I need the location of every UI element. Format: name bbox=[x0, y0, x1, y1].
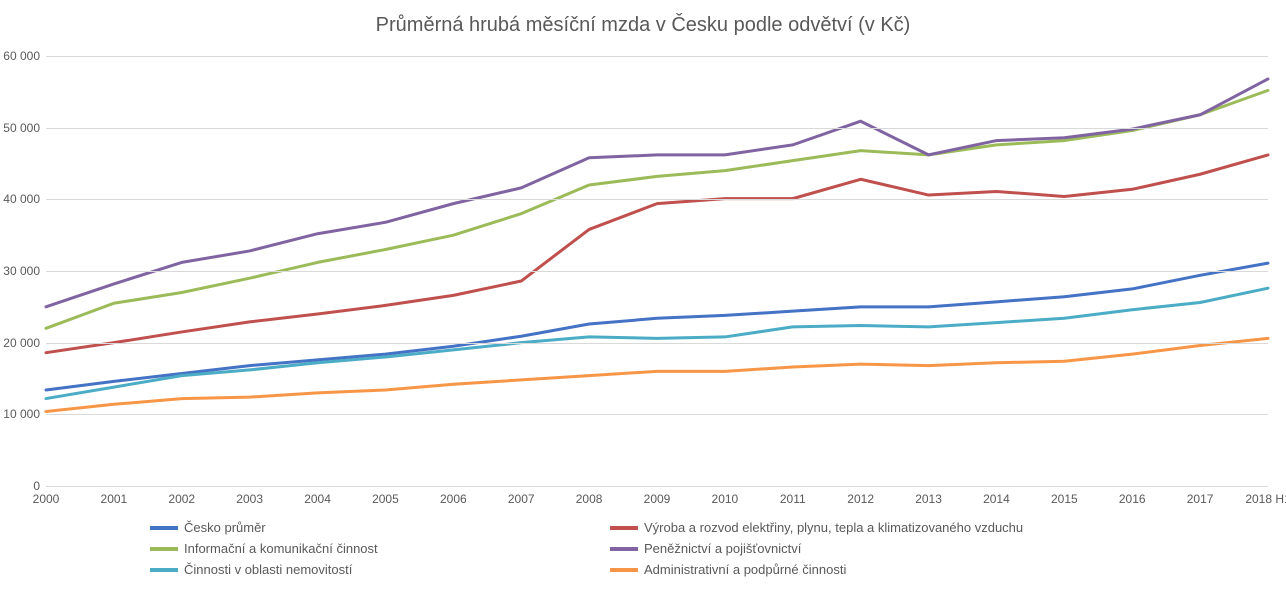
y-tick-label: 0 bbox=[33, 479, 46, 493]
legend: Česko průměr Výroba a rozvod elektřiny, p… bbox=[150, 520, 1250, 577]
chart-title: Průměrná hrubá měsíční mzda v Česku podl… bbox=[0, 14, 1286, 37]
x-tick-label: 2003 bbox=[236, 492, 263, 506]
gridline bbox=[46, 486, 1268, 487]
x-tick-label: 2000 bbox=[33, 492, 60, 506]
y-tick-label: 30 000 bbox=[3, 264, 46, 278]
x-axis-labels: 2000200120022003200420052006200720082009… bbox=[46, 492, 1268, 512]
x-tick-label: 2015 bbox=[1051, 492, 1078, 506]
x-tick-label: 2010 bbox=[712, 492, 739, 506]
legend-swatch bbox=[610, 526, 638, 530]
legend-label: Administrativní a podpůrné činnosti bbox=[644, 562, 846, 577]
legend-swatch bbox=[610, 568, 638, 572]
y-tick-label: 60 000 bbox=[3, 49, 46, 63]
y-tick-label: 50 000 bbox=[3, 121, 46, 135]
x-tick-label: 2013 bbox=[915, 492, 942, 506]
x-tick-label: 2007 bbox=[508, 492, 535, 506]
series-line-ict bbox=[46, 90, 1268, 328]
gridline bbox=[46, 56, 1268, 57]
plot-area: 010 00020 00030 00040 00050 00060 000 bbox=[46, 56, 1268, 486]
gridline bbox=[46, 343, 1268, 344]
legend-swatch bbox=[610, 547, 638, 551]
legend-swatch bbox=[150, 526, 178, 530]
legend-label: Peněžnictví a pojišťovnictví bbox=[644, 541, 801, 556]
x-tick-label: 2016 bbox=[1119, 492, 1146, 506]
x-tick-label: 2011 bbox=[780, 492, 806, 506]
legend-item-ict: Informační a komunikační činnost bbox=[150, 541, 610, 556]
legend-label: Výroba a rozvod elektřiny, plynu, tepla … bbox=[644, 520, 1023, 535]
legend-label: Česko průměr bbox=[184, 520, 266, 535]
gridline bbox=[46, 199, 1268, 200]
legend-item-nemovitosti: Činnosti v oblasti nemovitostí bbox=[150, 562, 610, 577]
legend-item-cesko_prumer: Česko průměr bbox=[150, 520, 610, 535]
gridline bbox=[46, 414, 1268, 415]
x-tick-label: 2005 bbox=[372, 492, 399, 506]
y-tick-label: 10 000 bbox=[3, 407, 46, 421]
y-tick-label: 20 000 bbox=[3, 336, 46, 350]
legend-label: Informační a komunikační činnost bbox=[184, 541, 378, 556]
x-tick-label: 2014 bbox=[983, 492, 1010, 506]
x-tick-label: 2009 bbox=[644, 492, 671, 506]
gridline bbox=[46, 128, 1268, 129]
gridline bbox=[46, 271, 1268, 272]
x-tick-label: 2002 bbox=[168, 492, 195, 506]
x-tick-label: 2004 bbox=[304, 492, 331, 506]
legend-item-energetika: Výroba a rozvod elektřiny, plynu, tepla … bbox=[610, 520, 1250, 535]
x-tick-label: 2006 bbox=[440, 492, 467, 506]
legend-swatch bbox=[150, 568, 178, 572]
x-tick-label: 2018 H1 bbox=[1245, 492, 1286, 506]
x-tick-label: 2001 bbox=[101, 492, 128, 506]
x-tick-label: 2012 bbox=[847, 492, 874, 506]
legend-label: Činnosti v oblasti nemovitostí bbox=[184, 562, 352, 577]
legend-swatch bbox=[150, 547, 178, 551]
x-tick-label: 2017 bbox=[1187, 492, 1214, 506]
series-line-admin bbox=[46, 338, 1268, 411]
legend-item-finance: Peněžnictví a pojišťovnictví bbox=[610, 541, 1250, 556]
x-tick-label: 2008 bbox=[576, 492, 603, 506]
legend-item-admin: Administrativní a podpůrné činnosti bbox=[610, 562, 1250, 577]
y-tick-label: 40 000 bbox=[3, 192, 46, 206]
